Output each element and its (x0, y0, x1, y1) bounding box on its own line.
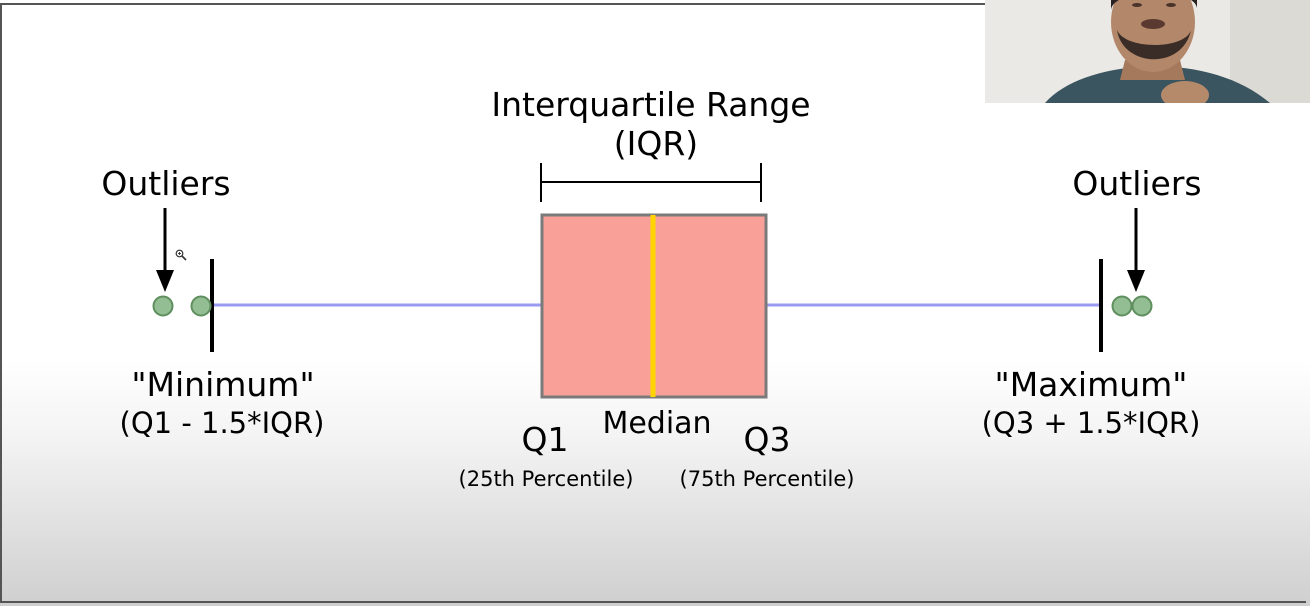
outlier-point (1131, 295, 1153, 317)
outlier-point (1111, 295, 1133, 317)
slide-frame (0, 3, 1306, 603)
presenter-video (985, 0, 1310, 103)
minimum-formula: (Q1 - 1.5*IQR) (120, 406, 325, 440)
outliers-right-label: Outliers (1072, 164, 1201, 203)
outlier-point (190, 295, 212, 317)
maximum-label: "Maximum" (995, 365, 1188, 404)
iqr-title: Interquartile Range (491, 85, 810, 124)
maximum-formula: (Q3 + 1.5*IQR) (982, 406, 1201, 440)
median-label: Median (602, 406, 711, 441)
down-arrow-icon (1127, 208, 1145, 292)
q1-label: Q1 (522, 420, 569, 459)
q1-sub-label: (25th Percentile) (459, 467, 634, 491)
webcam-overlay (985, 0, 1310, 103)
magnifier-icon (175, 249, 187, 261)
down-arrow-icon (156, 208, 174, 292)
iqr-abbrev: (IQR) (614, 124, 698, 163)
minimum-label: "Minimum" (131, 365, 314, 404)
outliers-left-label: Outliers (101, 164, 230, 203)
q3-label: Q3 (744, 420, 791, 459)
outlier-point (152, 295, 174, 317)
q3-sub-label: (75th Percentile) (680, 467, 855, 491)
